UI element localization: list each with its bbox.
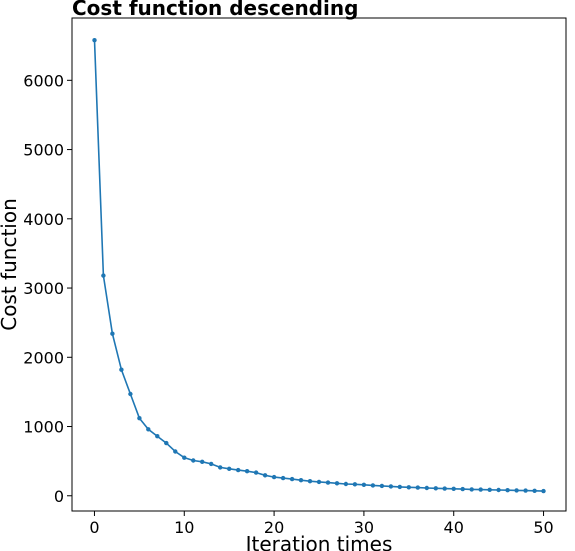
x-tick-label: 10 xyxy=(174,518,194,537)
y-tick-label: 5000 xyxy=(23,141,64,160)
x-tick-label: 0 xyxy=(89,518,99,537)
data-point xyxy=(182,455,187,460)
data-point xyxy=(496,487,501,493)
data-point xyxy=(289,476,295,482)
axis-ticks: 0 10 20 30 40 50 0 1000 2000 3000 4000 5000 6000 xyxy=(23,71,553,537)
data-point xyxy=(325,480,331,485)
data-point xyxy=(200,459,205,464)
x-tick-label: 40 xyxy=(444,518,464,537)
y-tick-label: 0 xyxy=(54,487,64,506)
data-point xyxy=(388,484,394,489)
x-tick-label: 30 xyxy=(354,518,374,537)
y-tick-label: 6000 xyxy=(23,71,64,90)
data-point xyxy=(424,485,429,491)
data-point xyxy=(361,482,367,487)
data-point xyxy=(236,467,241,473)
plot-frame xyxy=(71,17,567,512)
data-point xyxy=(271,474,277,480)
data-point xyxy=(128,391,133,397)
data-point xyxy=(532,488,537,493)
data-point xyxy=(334,481,340,486)
data-point xyxy=(173,449,178,454)
y-axis-label: Cost function xyxy=(0,198,21,331)
data-point xyxy=(227,466,232,471)
y-tick-label: 1000 xyxy=(23,418,64,437)
data-point xyxy=(244,469,250,474)
data-point xyxy=(541,488,546,494)
data-point xyxy=(191,458,196,463)
data-point xyxy=(280,475,286,481)
data-point xyxy=(164,440,169,446)
data-point xyxy=(218,465,223,470)
y-tick-label: 3000 xyxy=(23,279,64,298)
data-point xyxy=(433,486,438,491)
data-point xyxy=(343,481,349,487)
data-point xyxy=(253,470,259,475)
y-tick-label: 2000 xyxy=(23,348,64,367)
data-point xyxy=(505,488,510,493)
plot-area xyxy=(71,17,567,512)
x-axis-label: Iteration times xyxy=(246,532,393,551)
data-point xyxy=(487,487,492,492)
y-tick-label: 4000 xyxy=(23,210,64,229)
data-point xyxy=(397,484,402,490)
x-tick-label: 20 xyxy=(264,518,284,537)
data-point xyxy=(478,487,483,492)
data-point xyxy=(460,486,465,492)
data-point xyxy=(514,488,519,493)
data-point xyxy=(92,38,97,43)
data-point xyxy=(146,427,151,432)
data-point xyxy=(469,487,474,492)
data-point xyxy=(119,367,124,372)
data-point xyxy=(316,479,322,485)
data-point xyxy=(451,486,456,491)
chart-title: Cost function descending xyxy=(72,0,359,20)
data-point xyxy=(406,485,411,490)
data-point xyxy=(370,483,376,488)
data-point xyxy=(262,473,268,478)
data-point xyxy=(209,461,214,467)
data-point xyxy=(101,273,106,278)
series-line xyxy=(93,40,544,492)
data-point xyxy=(523,488,528,493)
data-point xyxy=(352,482,358,487)
data-point xyxy=(442,486,447,491)
data-point xyxy=(379,483,385,489)
data-point xyxy=(307,479,313,484)
data-series xyxy=(92,38,546,494)
data-point xyxy=(137,416,142,421)
data-point xyxy=(415,485,420,490)
data-point xyxy=(298,478,304,483)
data-point xyxy=(110,331,115,336)
x-tick-label: 50 xyxy=(533,518,553,537)
data-point xyxy=(155,434,160,439)
